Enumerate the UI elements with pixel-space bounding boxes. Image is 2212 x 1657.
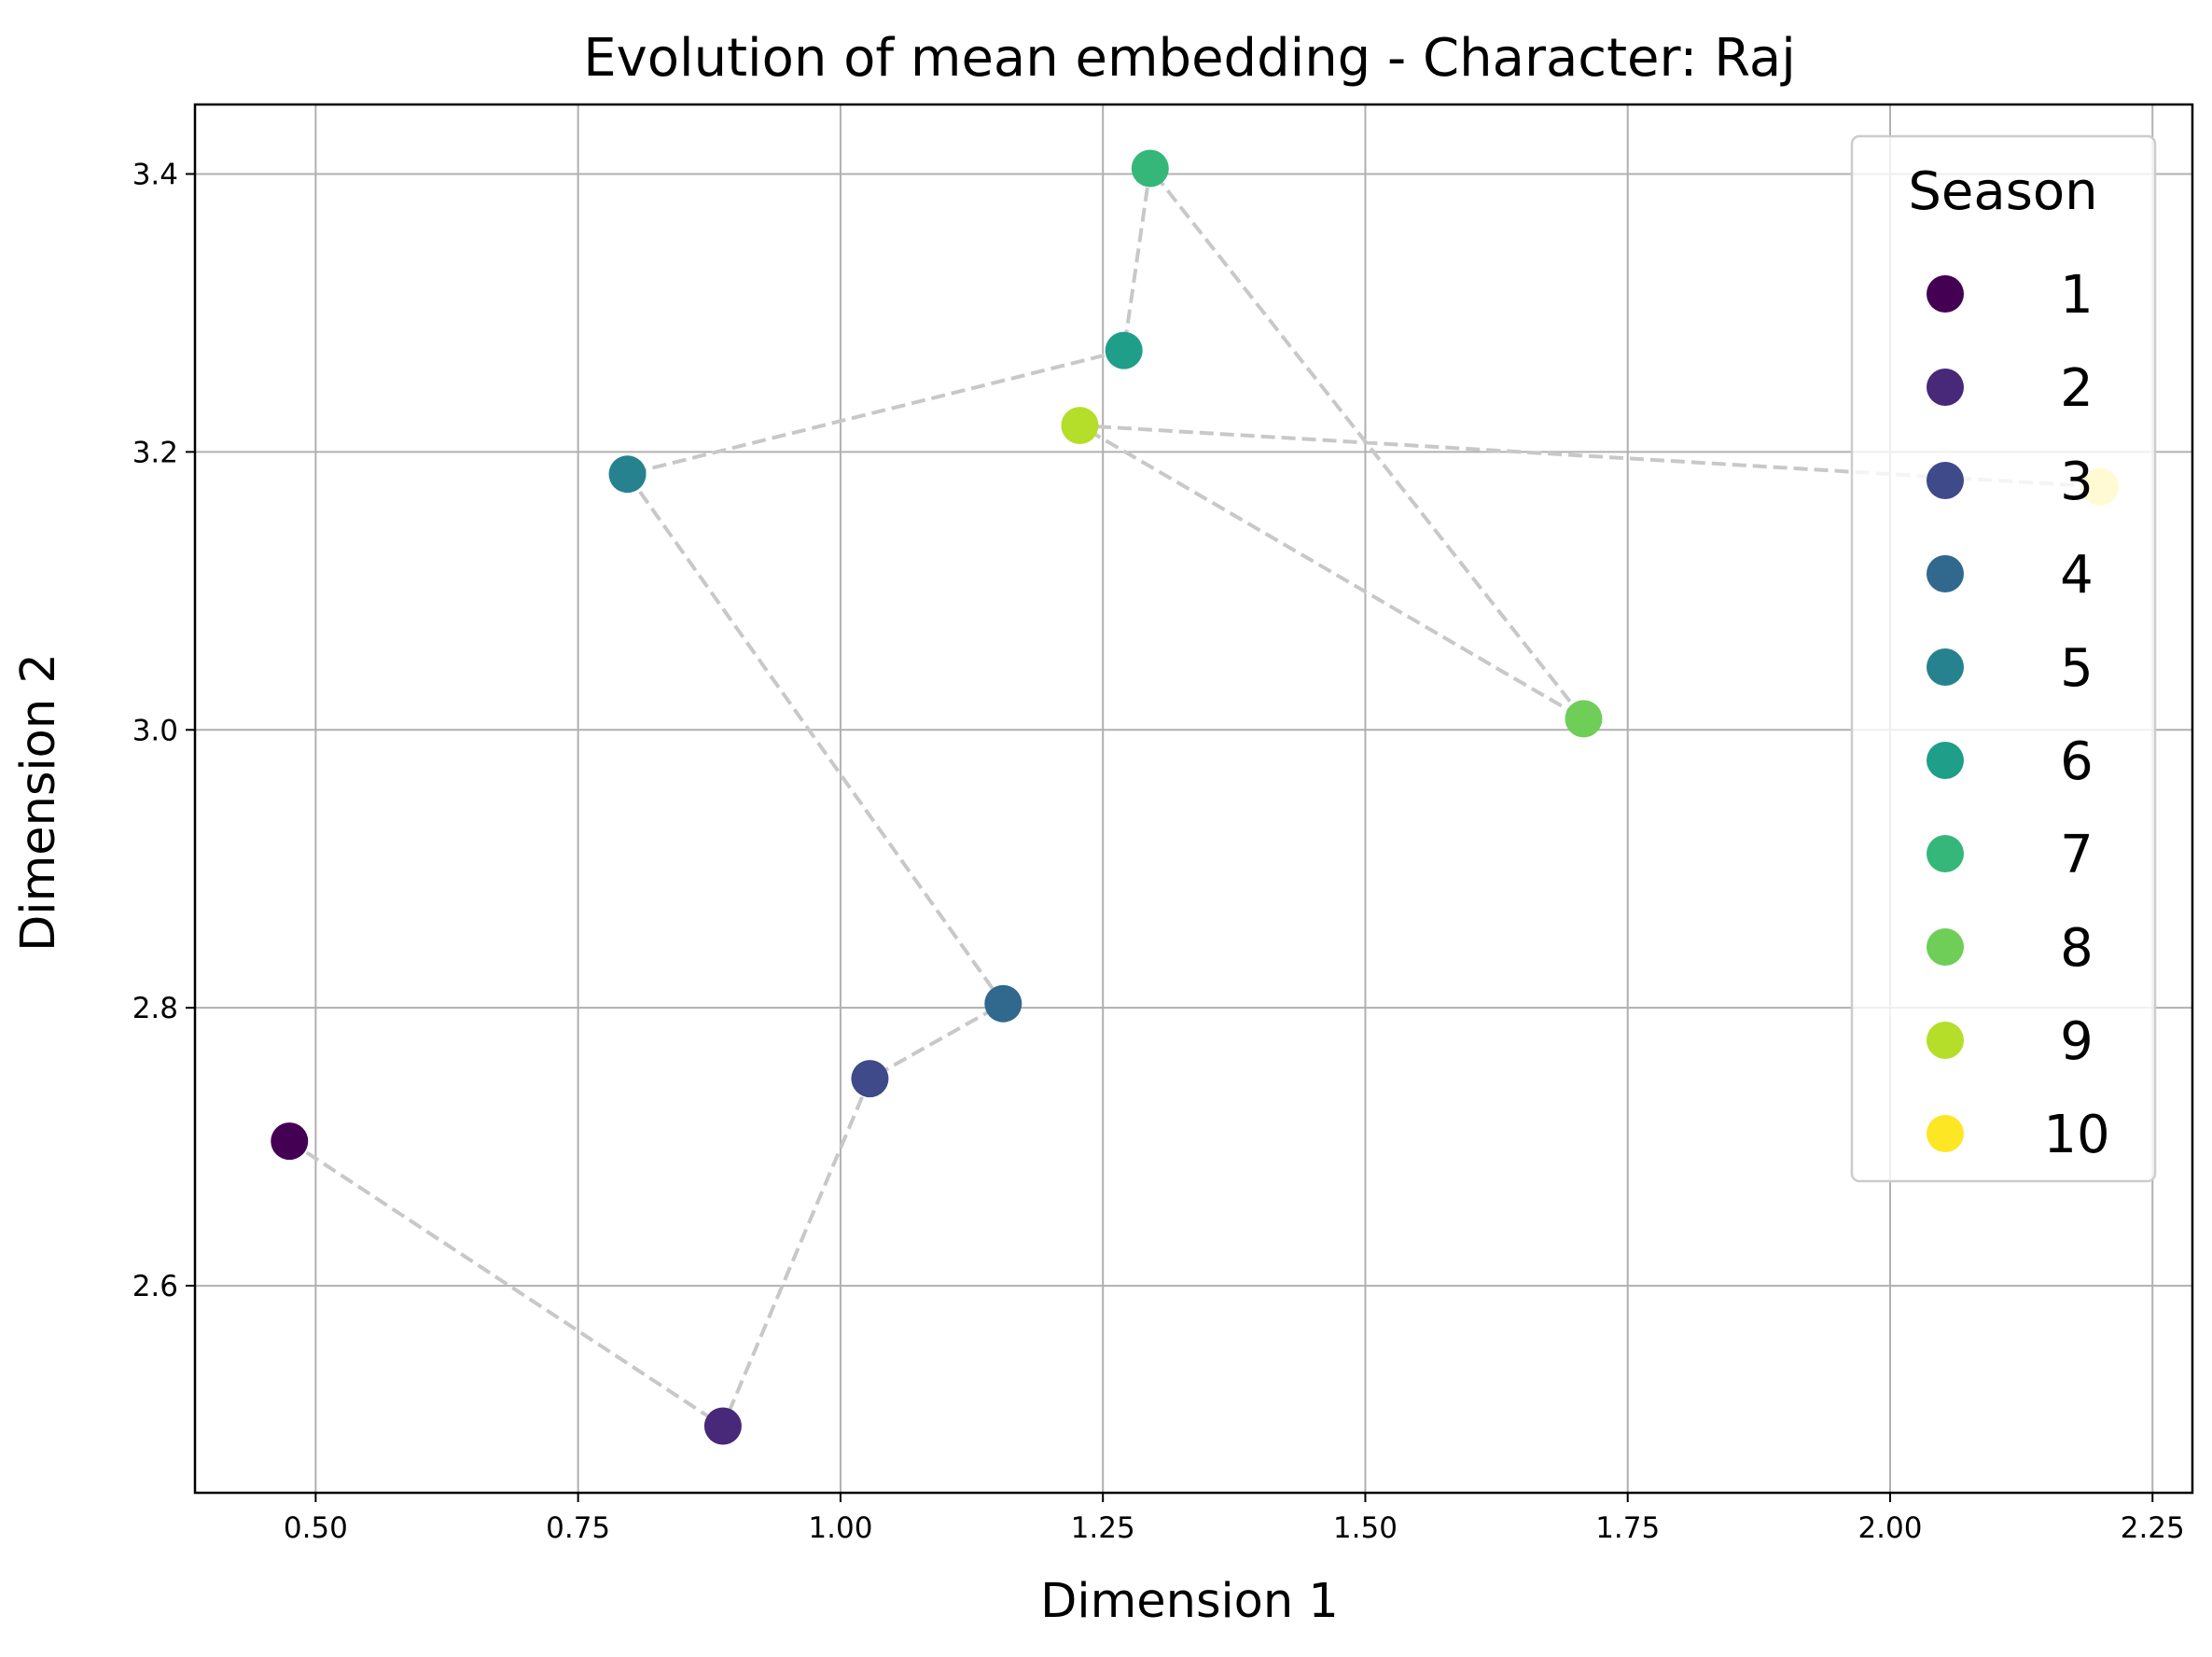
legend-items: 1 2 3 4 5 6 7 8 9 10 <box>1927 265 2110 1165</box>
legend-label: 4 <box>2060 545 2094 606</box>
legend-label: 3 <box>2060 452 2094 512</box>
x-tick-label: 0.75 <box>546 1511 610 1545</box>
data-point-season-3 <box>851 1060 889 1098</box>
trajectory-line <box>288 163 2101 1429</box>
legend-marker <box>1927 1022 1964 1059</box>
data-point-season-7 <box>1131 149 1169 188</box>
x-tick-label: 1.25 <box>1071 1511 1135 1545</box>
y-tick-label: 3.4 <box>132 158 178 191</box>
y-axis-label: Dimension 2 <box>11 653 66 952</box>
legend-marker <box>1927 742 1964 779</box>
legend-label: 5 <box>2060 638 2094 699</box>
data-point-season-9 <box>1061 407 1099 445</box>
data-point-season-2 <box>703 1407 742 1445</box>
data-point-season-8 <box>1565 700 1603 738</box>
legend-marker <box>1927 275 1964 313</box>
data-point-season-5 <box>608 455 647 494</box>
y-tick-label: 3.2 <box>132 436 178 469</box>
legend-label: 8 <box>2060 918 2094 979</box>
chart-title: Evolution of mean embedding - Character:… <box>583 28 1796 89</box>
legend-label: 6 <box>2060 731 2094 792</box>
y-tick-label: 3.0 <box>132 714 178 747</box>
legend-marker <box>1927 555 1964 592</box>
legend-label: 7 <box>2060 825 2094 885</box>
legend-marker <box>1927 835 1964 872</box>
legend-title: Season <box>1908 161 2097 222</box>
legend-label: 2 <box>2060 358 2094 419</box>
data-points <box>271 149 2119 1445</box>
x-tick-label: 2.25 <box>2121 1511 2185 1545</box>
data-point-season-6 <box>1105 331 1143 369</box>
x-tick-label: 1.75 <box>1595 1511 1660 1545</box>
legend-marker <box>1927 928 1964 966</box>
legend-marker <box>1927 462 1964 499</box>
x-tick-label: 1.00 <box>808 1511 872 1545</box>
x-axis-label: Dimension 1 <box>1040 1574 1339 1629</box>
y-axis-ticks: 2.6 2.8 3.0 3.2 3.4 <box>132 158 195 1303</box>
y-tick-label: 2.6 <box>132 1270 178 1303</box>
plot-frame <box>193 103 2194 1495</box>
legend-label: 1 <box>2060 265 2094 326</box>
legend-marker <box>1927 369 1964 406</box>
legend-box <box>1850 134 2157 1183</box>
data-point-season-1 <box>271 1122 309 1161</box>
legend-label: 10 <box>2043 1105 2109 1165</box>
season-path <box>288 163 2101 1429</box>
legend-label: 9 <box>2060 1011 2094 1072</box>
legend-marker <box>1927 1115 1964 1152</box>
x-tick-label: 1.50 <box>1333 1511 1398 1545</box>
x-tick-label: 2.00 <box>1857 1511 1922 1545</box>
data-point-season-4 <box>984 984 1023 1023</box>
x-axis-ticks: 0.50 0.75 1.00 1.25 1.50 1.75 2.00 2.25 <box>284 1493 2185 1545</box>
y-tick-label: 2.8 <box>132 992 178 1025</box>
x-tick-label: 0.50 <box>284 1511 348 1545</box>
legend: Season 1 2 3 4 5 6 7 8 9 10 <box>1850 134 2157 1183</box>
legend-marker <box>1927 648 1964 686</box>
